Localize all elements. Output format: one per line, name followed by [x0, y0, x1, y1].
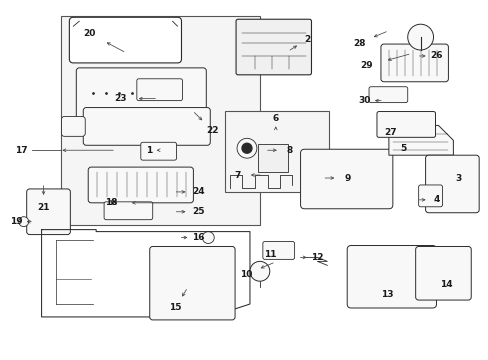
Text: 29: 29	[360, 62, 373, 71]
FancyBboxPatch shape	[149, 247, 235, 320]
FancyBboxPatch shape	[141, 142, 176, 160]
Text: 20: 20	[83, 29, 95, 38]
FancyBboxPatch shape	[137, 79, 182, 100]
Text: 8: 8	[286, 146, 292, 155]
FancyBboxPatch shape	[346, 246, 436, 308]
Text: 24: 24	[192, 188, 204, 197]
Text: 18: 18	[108, 200, 117, 206]
FancyBboxPatch shape	[415, 247, 470, 300]
Text: 22: 22	[205, 126, 218, 135]
Text: 12: 12	[310, 253, 323, 262]
FancyBboxPatch shape	[88, 167, 193, 203]
Text: 15: 15	[169, 302, 182, 311]
Bar	[257, 144, 287, 172]
Text: 17: 17	[16, 146, 28, 155]
Text: 28: 28	[352, 39, 365, 48]
Circle shape	[249, 261, 269, 281]
FancyBboxPatch shape	[83, 108, 210, 145]
Circle shape	[407, 24, 433, 50]
Bar	[224, 111, 328, 192]
FancyBboxPatch shape	[69, 17, 181, 63]
Text: 25: 25	[192, 207, 204, 216]
FancyBboxPatch shape	[380, 44, 447, 82]
FancyBboxPatch shape	[236, 19, 311, 75]
Circle shape	[242, 143, 251, 153]
Text: 27: 27	[384, 128, 396, 137]
Text: 1: 1	[145, 146, 152, 155]
FancyBboxPatch shape	[425, 155, 478, 213]
Text: 13: 13	[380, 289, 392, 298]
Text: 16: 16	[192, 233, 204, 242]
FancyBboxPatch shape	[76, 68, 206, 118]
Circle shape	[19, 217, 29, 227]
Text: 3: 3	[454, 174, 461, 183]
Text: 2: 2	[304, 35, 310, 44]
Text: 4: 4	[432, 195, 439, 204]
Text: 6: 6	[272, 114, 278, 123]
Text: 7: 7	[234, 171, 241, 180]
Text: 19: 19	[10, 217, 23, 226]
Text: 30: 30	[357, 96, 369, 105]
Text: 21: 21	[37, 203, 50, 212]
Text: 14: 14	[439, 280, 452, 289]
Text: 9: 9	[344, 174, 350, 183]
Text: 10: 10	[239, 270, 252, 279]
FancyBboxPatch shape	[300, 149, 392, 209]
FancyBboxPatch shape	[368, 87, 407, 103]
Polygon shape	[388, 125, 452, 155]
FancyBboxPatch shape	[376, 112, 435, 137]
Circle shape	[202, 231, 214, 243]
Text: 11: 11	[263, 250, 276, 259]
Text: 23: 23	[115, 94, 127, 103]
Circle shape	[237, 138, 256, 158]
Text: 26: 26	[429, 51, 442, 60]
FancyBboxPatch shape	[61, 117, 85, 136]
FancyBboxPatch shape	[418, 185, 442, 207]
Text: 18: 18	[104, 198, 117, 207]
FancyBboxPatch shape	[263, 242, 294, 260]
Text: 5: 5	[400, 144, 406, 153]
FancyBboxPatch shape	[104, 202, 152, 220]
FancyBboxPatch shape	[27, 189, 70, 235]
Bar	[61, 16, 259, 225]
